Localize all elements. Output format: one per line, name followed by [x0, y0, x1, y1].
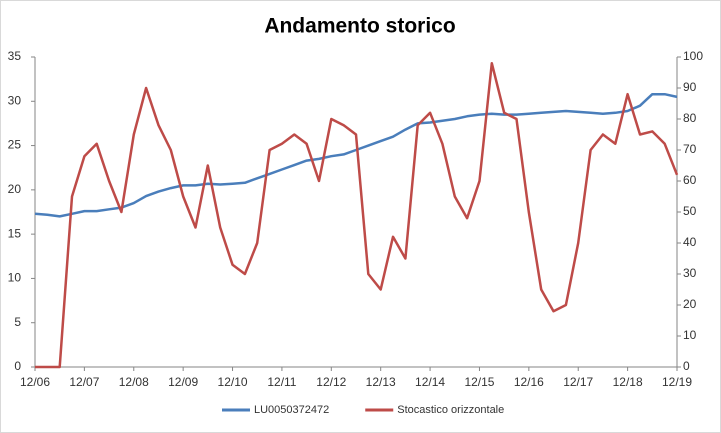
chart-title: Andamento storico	[264, 15, 455, 38]
y2-tick-label: 20	[683, 297, 697, 311]
y2-tick-label: 100	[683, 49, 703, 63]
x-tick-label: 12/17	[563, 375, 593, 389]
y-tick-label: 30	[8, 93, 22, 107]
y2-tick-label: 40	[683, 235, 697, 249]
series-line	[35, 61, 679, 369]
y2-tick-label: 90	[683, 80, 697, 94]
x-tick-label: 12/15	[464, 375, 494, 389]
y2-tick-label: 80	[683, 111, 697, 125]
x-tick-label: 12/16	[514, 375, 544, 389]
y-tick-label: 35	[8, 49, 22, 63]
y2-tick-label: 60	[683, 173, 697, 187]
series-line	[34, 92, 678, 218]
x-tick-label: 12/12	[316, 375, 346, 389]
legend-label: LU0050372472	[254, 404, 329, 416]
y2-tick-label: 30	[683, 266, 697, 280]
y-tick-label: 25	[8, 138, 22, 152]
x-tick-label: 12/10	[218, 375, 248, 389]
x-tick-label: 12/11	[267, 375, 296, 389]
y-tick-label: 20	[8, 182, 22, 196]
y-tick-label: 0	[14, 359, 21, 373]
x-tick-label: 12/09	[168, 375, 198, 389]
x-tick-label: 12/14	[415, 375, 445, 389]
y-tick-label: 10	[8, 271, 22, 285]
y-tick-label: 15	[8, 226, 22, 240]
y2-tick-label: 10	[683, 328, 697, 342]
x-tick-label: 12/07	[69, 375, 99, 389]
y2-tick-label: 70	[683, 142, 697, 156]
x-tick-label: 12/19	[662, 375, 692, 389]
y2-tick-label: 50	[683, 204, 697, 218]
y2-tick-label: 0	[683, 359, 690, 373]
x-tick-label: 12/18	[613, 375, 643, 389]
x-tick-label: 12/06	[20, 375, 50, 389]
legend-label: Stocastico orizzontale	[397, 404, 504, 416]
x-tick-label: 12/08	[119, 375, 149, 389]
x-tick-label: 12/13	[366, 375, 396, 389]
y-tick-label: 5	[14, 315, 21, 329]
